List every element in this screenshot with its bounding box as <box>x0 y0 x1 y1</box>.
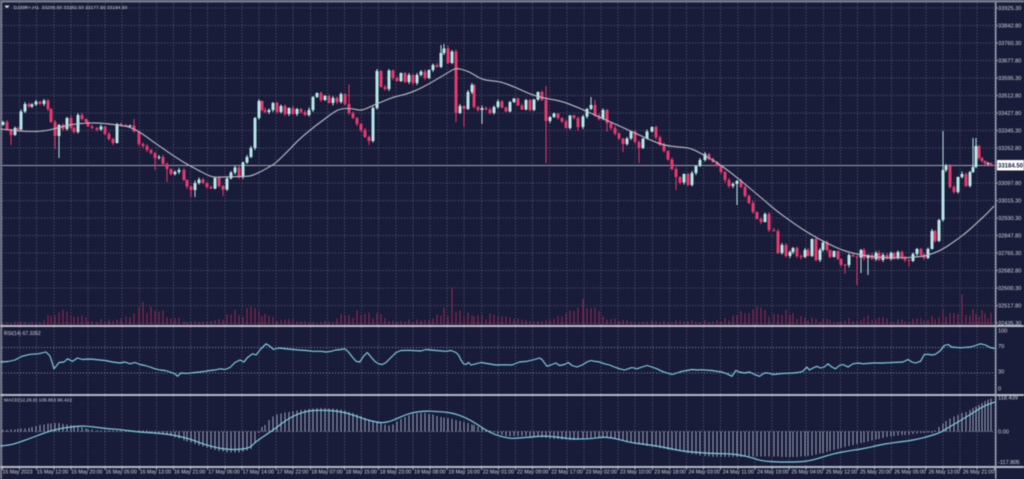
svg-text:70: 70 <box>998 344 1004 350</box>
svg-text:17 May 14:00: 17 May 14:00 <box>243 470 275 476</box>
svg-text:23 May 02:00: 23 May 02:00 <box>586 470 618 476</box>
svg-text:30: 30 <box>998 370 1004 376</box>
svg-text:24 May 19:00: 24 May 19:00 <box>757 470 789 476</box>
svg-text:DJ30R+,H1 33200.50 33282.50 3: DJ30R+,H1 33200.50 33282.50 33177.50 331… <box>14 5 128 11</box>
svg-text:22 May 09:00: 22 May 09:00 <box>517 470 549 476</box>
svg-text:33184.50: 33184.50 <box>998 164 1024 170</box>
svg-text:32765.30: 32765.30 <box>998 251 1021 257</box>
svg-text:25 May 04:00: 25 May 04:00 <box>791 470 823 476</box>
svg-text:15 May 12:00: 15 May 12:00 <box>37 470 69 476</box>
svg-text:23 May 10:00: 23 May 10:00 <box>620 470 652 476</box>
svg-text:24 May 11:00: 24 May 11:00 <box>723 470 754 476</box>
svg-text:33925.30: 33925.30 <box>998 6 1021 12</box>
svg-text:-117.805: -117.805 <box>998 460 1020 466</box>
svg-text:0: 0 <box>998 387 1001 393</box>
svg-text:18 May 23:00: 18 May 23:00 <box>380 470 412 476</box>
svg-text:25 May 12:00: 25 May 12:00 <box>826 470 858 476</box>
svg-text:32682.80: 32682.80 <box>998 269 1021 275</box>
svg-text:26 May 05:00: 26 May 05:00 <box>894 470 926 476</box>
svg-text:0.00: 0.00 <box>998 430 1009 436</box>
svg-text:16 May 21:00: 16 May 21:00 <box>174 470 206 476</box>
svg-text:32435.30: 32435.30 <box>998 321 1021 327</box>
svg-text:18 May 15:00: 18 May 15:00 <box>346 470 378 476</box>
svg-text:19 May 16:00: 19 May 16:00 <box>448 470 480 476</box>
svg-text:23 May 18:00: 23 May 18:00 <box>654 470 686 476</box>
svg-text:22 May 01:00: 22 May 01:00 <box>483 470 515 476</box>
svg-text:17 May 06:00: 17 May 06:00 <box>208 470 240 476</box>
svg-text:33427.80: 33427.80 <box>998 111 1021 117</box>
svg-text:16 May 13:00: 16 May 13:00 <box>140 470 172 476</box>
svg-text:100: 100 <box>998 329 1007 335</box>
svg-text:18 May 07:00: 18 May 07:00 <box>311 470 343 476</box>
svg-text:33097.80: 33097.80 <box>998 181 1021 187</box>
svg-text:26 May 21:00: 26 May 21:00 <box>963 470 995 476</box>
svg-text:32600.30: 32600.30 <box>998 286 1021 292</box>
svg-text:33512.80: 33512.80 <box>998 94 1021 100</box>
svg-text:22 May 17:00: 22 May 17:00 <box>551 470 583 476</box>
svg-text:33262.80: 33262.80 <box>998 146 1021 152</box>
svg-text:25 May 20:00: 25 May 20:00 <box>860 470 892 476</box>
svg-text:15 May 2023: 15 May 2023 <box>3 470 33 476</box>
svg-text:33015.30: 33015.30 <box>998 199 1021 205</box>
svg-text:24 May 03:00: 24 May 03:00 <box>689 470 721 476</box>
svg-text:32847.80: 32847.80 <box>998 234 1021 240</box>
svg-text:19 May 08:00: 19 May 08:00 <box>414 470 446 476</box>
svg-text:33760.30: 33760.30 <box>998 41 1021 47</box>
svg-text:26 May 13:00: 26 May 13:00 <box>929 470 961 476</box>
svg-text:33345.30: 33345.30 <box>998 129 1021 135</box>
svg-text:118.439: 118.439 <box>998 396 1018 402</box>
svg-text:32517.80: 32517.80 <box>998 304 1021 310</box>
svg-text:RSI(14) 67.3352: RSI(14) 67.3352 <box>4 331 41 337</box>
svg-text:16 May 05:00: 16 May 05:00 <box>105 470 137 476</box>
svg-text:MACD(12,26,9) 105.853 90.422: MACD(12,26,9) 105.853 90.422 <box>4 398 72 404</box>
svg-text:32930.30: 32930.30 <box>998 216 1021 222</box>
svg-text:33677.80: 33677.80 <box>998 59 1021 65</box>
svg-text:15 May 20:00: 15 May 20:00 <box>71 470 103 476</box>
svg-text:17 May 22:00: 17 May 22:00 <box>277 470 309 476</box>
svg-text:33595.30: 33595.30 <box>998 76 1021 82</box>
svg-text:33842.80: 33842.80 <box>998 24 1021 30</box>
